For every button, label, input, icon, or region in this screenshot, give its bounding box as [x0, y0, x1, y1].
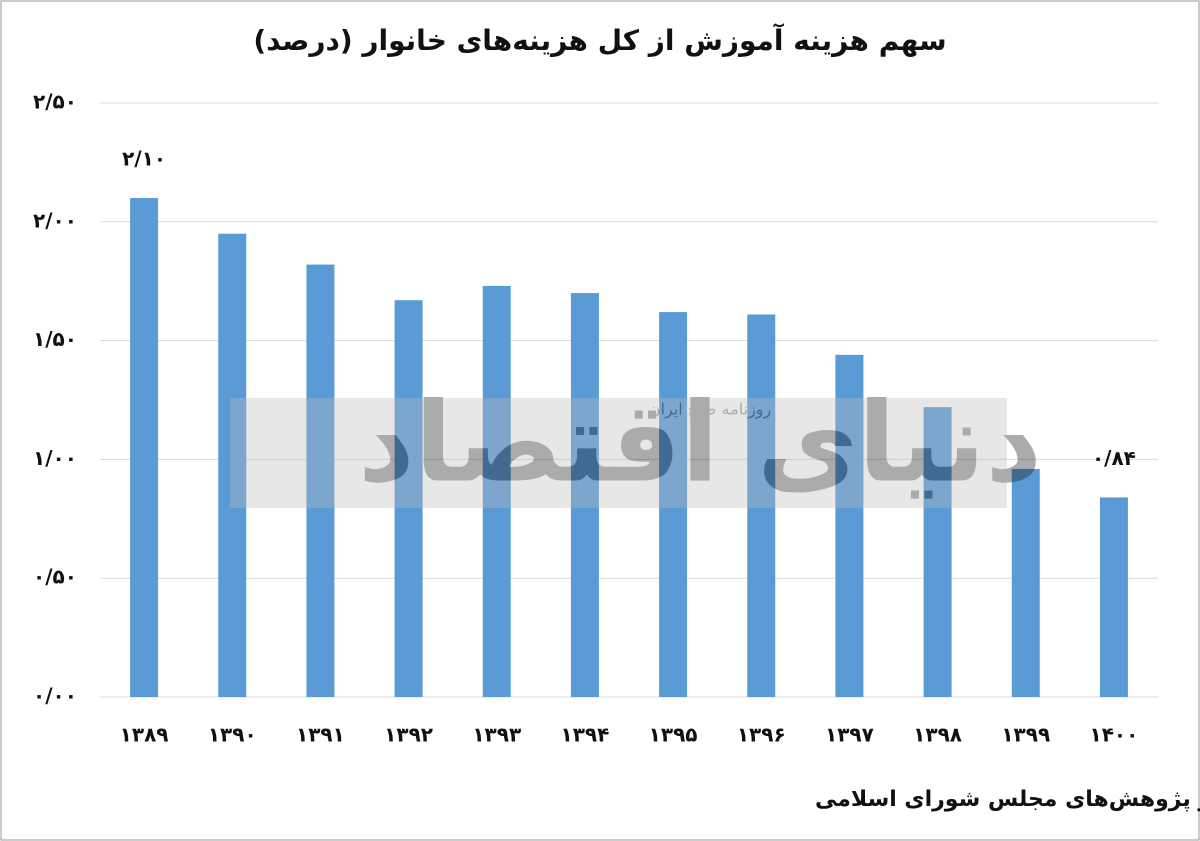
source: منبع: محاسبات براساس کدهای فقر مرکز پژوه…: [815, 787, 1200, 812]
bar: [130, 198, 159, 698]
bar: [747, 314, 776, 697]
y-tick-label: ۱/۵۰: [33, 327, 77, 351]
value-label: ۲/۱۰: [122, 147, 166, 171]
chart-title: سهم هزینه آموزش از کل هزینه‌های خانوار (…: [253, 23, 946, 57]
x-tick-label: ۱۳۹۵: [649, 723, 698, 747]
bar: [570, 293, 599, 697]
x-tick-label: ۱۳۹۱: [296, 723, 345, 747]
value-label: ۰/۸۴: [1092, 446, 1136, 470]
bar: [923, 407, 952, 697]
x-tick-label: ۱۳۹۴: [561, 723, 610, 747]
x-tick-label: ۱۳۹۶: [737, 723, 786, 747]
x-tick-label: ۱۴۰۰: [1090, 723, 1139, 747]
watermark-band: [230, 398, 1007, 508]
bar: [835, 354, 864, 697]
x-tick-label: ۱۳۹۸: [913, 723, 962, 747]
x-tick-label: ۱۳۹۲: [384, 723, 433, 747]
x-tick-label: ۱۳۹۷: [825, 723, 874, 747]
y-tick-label: ۲/۵۰: [33, 90, 77, 114]
y-tick-label: ۲/۰۰: [33, 208, 77, 232]
x-tick-label: ۱۳۹۳: [472, 723, 521, 747]
bar: [659, 312, 688, 697]
bar: [306, 264, 335, 697]
x-tick-label: ۱۳۸۹: [120, 723, 169, 747]
x-tick-label: ۱۳۹۹: [1001, 723, 1050, 747]
bar: [1011, 468, 1040, 697]
watermark-subtitle: روزنامه صبح ایران: [649, 400, 772, 420]
watermark: دنیای اقتصاد روزنامه صبح ایران: [230, 378, 1042, 508]
y-tick-label: ۱/۰۰: [33, 446, 77, 470]
bar: [218, 233, 247, 697]
bar: [394, 300, 423, 697]
bar: [482, 285, 511, 697]
y-tick-label: ۰/۵۰: [33, 565, 77, 589]
y-tick-label: ۰/۰۰: [33, 684, 77, 708]
watermark-title: دنیای اقتصاد: [358, 378, 1042, 506]
x-tick-label: ۱۳۹۰: [208, 723, 257, 747]
bar: [1099, 497, 1128, 697]
